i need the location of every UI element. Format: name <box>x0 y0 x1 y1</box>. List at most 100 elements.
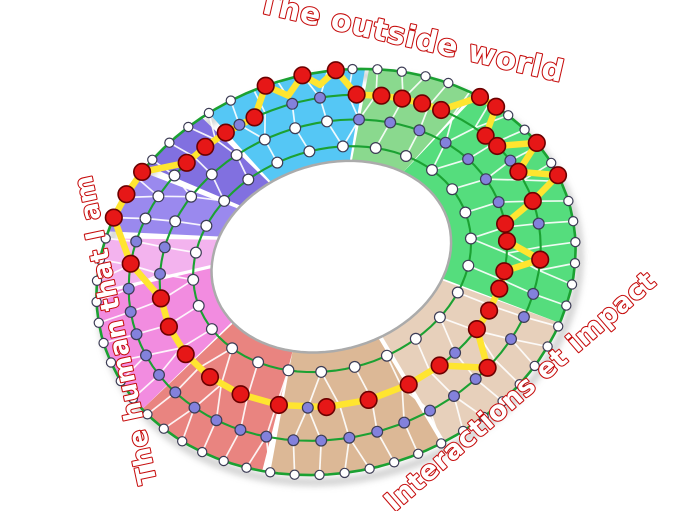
grid-node <box>348 360 361 373</box>
grid-node <box>147 154 158 165</box>
level-node <box>384 116 397 129</box>
grid-node <box>303 145 316 158</box>
grid-node <box>100 233 111 244</box>
grid-node <box>426 164 439 177</box>
grid-node <box>185 190 198 203</box>
grid-node <box>158 423 169 434</box>
selected-node <box>487 97 506 116</box>
sector-light-tan <box>382 280 560 442</box>
grid-node <box>568 215 579 227</box>
selected-node <box>177 153 196 172</box>
grid-node <box>91 296 102 308</box>
mesh-line <box>163 406 195 430</box>
selected-node <box>245 108 264 127</box>
grid-node <box>271 156 284 169</box>
grid-node <box>192 299 205 312</box>
grid-node <box>164 137 175 148</box>
selected-node <box>509 162 528 181</box>
grid-node <box>226 342 239 355</box>
selected-node <box>495 262 514 281</box>
grid-node <box>93 317 105 328</box>
grid-node <box>94 254 106 265</box>
selected-node <box>104 208 123 227</box>
level-node <box>130 328 143 341</box>
level-node <box>233 118 246 131</box>
level-node <box>169 386 182 399</box>
selected-node <box>159 317 178 336</box>
selected-nodes <box>104 61 568 417</box>
grid-node <box>205 323 218 336</box>
selected-node <box>151 289 170 308</box>
selected-node <box>496 214 515 233</box>
selected-node <box>413 94 432 113</box>
mesh-line <box>467 264 503 281</box>
selected-node <box>347 85 366 104</box>
grid-node <box>218 455 229 467</box>
selected-node <box>372 86 391 105</box>
grid-node <box>336 140 349 153</box>
level-node <box>188 401 201 414</box>
selected-node <box>476 126 495 145</box>
level-node <box>158 241 171 254</box>
level-node <box>286 97 299 110</box>
mesh-line <box>439 317 456 354</box>
grid-node <box>497 396 508 407</box>
level-node <box>122 282 135 295</box>
grid-node <box>91 275 103 286</box>
grid-node <box>519 124 530 135</box>
selected-node <box>117 185 136 204</box>
selected-node <box>488 136 507 156</box>
grid-node <box>152 190 165 203</box>
selected-node <box>317 398 336 417</box>
mesh-line <box>220 348 233 385</box>
mesh-line <box>246 362 259 398</box>
hole-ellipse <box>210 159 453 354</box>
grid-node <box>369 142 382 155</box>
selected-node <box>548 166 568 185</box>
center-hole <box>210 159 453 354</box>
grid-node <box>314 469 325 481</box>
grid-node <box>420 71 431 82</box>
selected-node <box>121 254 140 273</box>
mesh-line <box>470 237 508 255</box>
level-node <box>353 113 366 126</box>
selected-node <box>478 358 497 377</box>
grid-node <box>183 121 194 133</box>
grid-node <box>569 258 581 269</box>
selected-node <box>133 162 152 181</box>
mesh-line <box>494 359 521 385</box>
grid-node <box>464 232 477 245</box>
selected-node <box>497 232 517 251</box>
level-node <box>532 217 545 230</box>
grid-node <box>139 212 152 225</box>
selected-node <box>256 76 275 95</box>
grid-node <box>339 467 350 479</box>
grid-node <box>169 215 182 228</box>
grid-node <box>315 365 328 378</box>
level-node <box>343 431 356 444</box>
grid-node <box>542 341 553 352</box>
level-node <box>315 434 328 447</box>
grid-node <box>189 246 202 259</box>
grid-node <box>563 195 574 207</box>
level-node <box>449 346 462 359</box>
grid-node <box>176 436 188 447</box>
level-node <box>448 390 461 403</box>
grid-node <box>566 279 578 290</box>
level-node <box>505 333 518 346</box>
level-node <box>492 196 505 209</box>
level-node <box>210 414 223 427</box>
grid-node <box>478 411 489 423</box>
grid-node <box>400 150 413 163</box>
level-node <box>260 430 273 443</box>
selected-node <box>467 320 487 339</box>
selected-node <box>430 356 449 375</box>
grid-node <box>514 379 525 390</box>
level-node <box>153 368 166 381</box>
grid-node <box>203 107 215 119</box>
grid-node <box>205 168 218 181</box>
mesh-line <box>307 371 323 408</box>
level-node <box>413 124 426 137</box>
mesh-line <box>215 384 223 421</box>
